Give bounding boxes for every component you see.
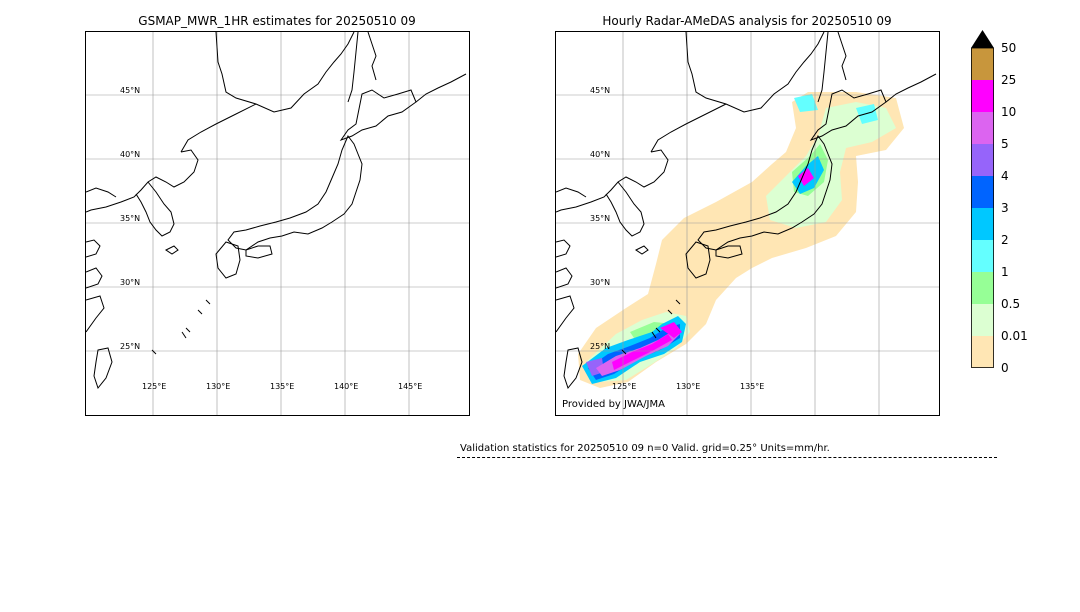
precip-band-0.5b <box>766 102 896 228</box>
left-lon-label-130: 130°E <box>206 382 231 391</box>
colorbar-border <box>971 47 994 368</box>
validation-divider <box>457 457 997 458</box>
right-lat-label-25: 25°N <box>590 342 611 351</box>
colorbar-tick-label: 50 <box>1001 41 1017 55</box>
gsmap-map-panel: 45°N 40°N 35°N 30°N 25°N 125°E 130°E 135… <box>85 31 470 416</box>
precip-band-25 <box>612 334 672 370</box>
left-lon-label-145: 145°E <box>398 382 423 391</box>
right-lon-label-130: 130°E <box>676 382 701 391</box>
data-credit: Provided by JWA/JMA <box>562 399 665 410</box>
precipitation-field <box>578 92 904 388</box>
precip-band-25b <box>660 322 682 338</box>
colorbar-tick-label: 25 <box>1001 73 1017 87</box>
colorbar-segment <box>971 48 994 80</box>
colorbar-segment <box>971 80 994 112</box>
colorbar-segment <box>971 240 994 272</box>
precipitation-colorbar <box>971 30 994 368</box>
colorbar-segment <box>971 304 994 336</box>
validation-statistics: Validation statistics for 20250510 09 n=… <box>460 443 830 454</box>
left-gridlines <box>86 32 469 415</box>
right-panel-title: Hourly Radar-AMeDAS analysis for 2025051… <box>602 14 892 28</box>
colorbar-segment <box>971 336 994 368</box>
colorbar-segment <box>971 112 994 144</box>
right-lat-label-45: 45°N <box>590 86 611 95</box>
right-lon-label-125: 125°E <box>612 382 637 391</box>
colorbar-extend-triangle <box>971 30 994 48</box>
colorbar-tick-label: 2 <box>1001 233 1009 247</box>
left-lat-label-35: 35°N <box>120 214 141 223</box>
colorbar-segment <box>971 208 994 240</box>
colorbar-segment <box>971 176 994 208</box>
precip-band-2b <box>856 104 878 124</box>
left-lon-label-140: 140°E <box>334 382 359 391</box>
left-lat-label-25: 25°N <box>120 342 141 351</box>
left-lon-label-135: 135°E <box>270 382 295 391</box>
right-lat-label-35: 35°N <box>590 214 611 223</box>
colorbar-tick-label: 4 <box>1001 169 1009 183</box>
colorbar-tick-label: 5 <box>1001 137 1009 151</box>
colorbar-tick-label: 0.5 <box>1001 297 1021 311</box>
left-lon-label-125: 125°E <box>142 382 167 391</box>
right-lat-label-40: 40°N <box>590 150 611 159</box>
colorbar-tick-label: 3 <box>1001 201 1009 215</box>
colorbar-segment <box>971 272 994 304</box>
right-lon-label-135: 135°E <box>740 382 765 391</box>
colorbar-tick-label: 0 <box>1001 361 1009 375</box>
colorbar-tick-label: 0.01 <box>1001 329 1028 343</box>
precip-band-2 <box>794 94 818 112</box>
left-lat-label-30: 30°N <box>120 278 141 287</box>
left-panel-title: GSMAP_MWR_1HR estimates for 20250510 09 <box>138 14 416 28</box>
left-map-svg <box>86 32 469 415</box>
right-lat-label-30: 30°N <box>590 278 611 287</box>
right-map-svg <box>556 32 939 415</box>
radar-amedas-map-panel: 45°N 40°N 35°N 30°N 25°N 125°E 130°E 135… <box>555 31 940 416</box>
right-coastlines <box>556 32 937 390</box>
precip-band-25c <box>798 168 814 186</box>
left-lat-label-40: 40°N <box>120 150 141 159</box>
left-coastlines <box>86 32 467 390</box>
left-lat-label-45: 45°N <box>120 86 141 95</box>
colorbar-tick-label: 1 <box>1001 265 1009 279</box>
colorbar-tick-label: 10 <box>1001 105 1017 119</box>
colorbar-segment <box>971 144 994 176</box>
